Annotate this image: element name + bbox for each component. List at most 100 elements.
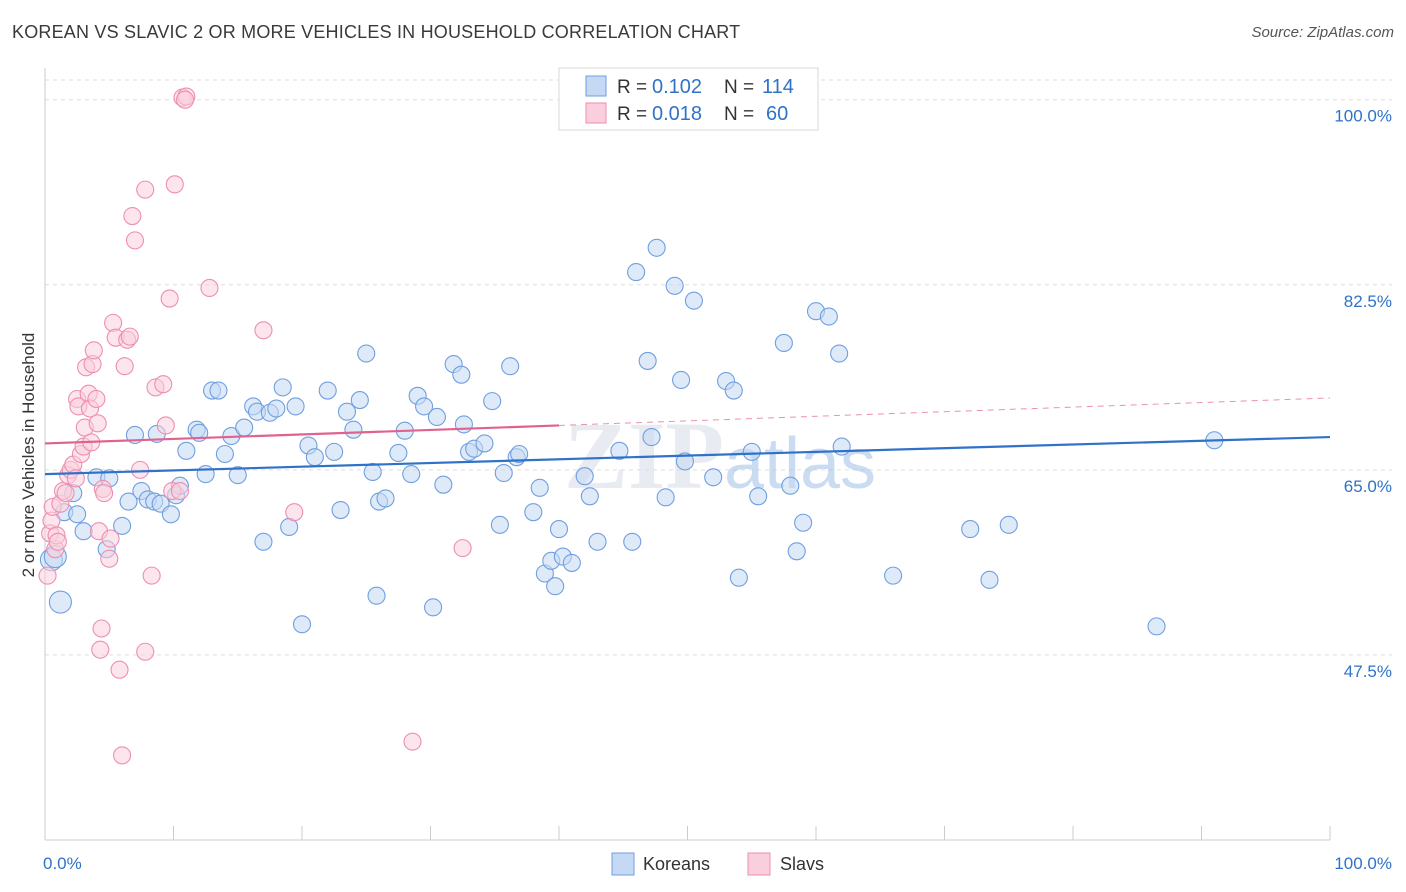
slav-point [453,539,472,558]
x-tick-label: 0.0% [43,854,82,873]
korean-point [729,568,748,587]
korean-point [980,570,999,589]
korean-point [787,542,806,561]
slav-point [120,327,139,346]
slav-point [125,231,144,250]
korean-point [794,513,813,532]
slav-point [254,321,273,340]
korean-point [267,399,286,418]
slav-point [170,481,189,501]
y-tick-label: 47.5% [1344,662,1392,681]
y-tick-label: 65.0% [1344,477,1392,496]
slav-point [91,640,110,659]
korean-point [781,476,800,495]
stats-r-value-slav: 0.018 [652,103,702,125]
korean-point [483,392,502,411]
korean-point [638,351,657,370]
y-tick-label: 82.5% [1344,292,1392,311]
slav-point [403,732,422,751]
korean-point [350,391,369,410]
korean-point [749,487,768,506]
korean-point [588,532,607,551]
trend-layer [44,397,1331,476]
korean-point [254,532,273,551]
watermark: ZIPatlas [564,402,876,509]
korean-point [610,441,629,460]
series-legend: Koreans Slavs [611,852,824,876]
slav-point [38,566,57,585]
stats-legend-swatch-slav [585,102,607,124]
korean-point [286,397,305,416]
korean-point [580,487,599,506]
slav-point [87,389,106,409]
korean-point [337,402,357,421]
korean-point [161,505,180,524]
stats-n-value-korean: 114 [762,76,794,98]
korean-point [367,586,386,605]
korean-point [357,344,376,363]
chart-title: KOREAN VS SLAVIC 2 OR MORE VEHICLES IN H… [12,22,741,42]
korean-point [434,475,453,494]
korean-point [819,307,838,326]
korean-point [363,462,382,482]
korean-point [273,378,292,397]
korean-point [424,598,443,617]
stats-legend-swatch-korean [585,75,607,97]
korean-point [562,553,581,572]
slav-point [136,642,155,661]
korean-point [292,615,312,634]
slav-point [88,414,107,433]
korean-point [647,238,666,257]
korean-point [318,381,337,400]
korean-point [389,443,408,462]
korean-point [119,492,138,511]
korean-point [48,590,72,614]
slav-point [92,619,111,638]
korean-point [524,503,543,522]
korean-point [884,566,903,585]
korean-point [427,407,446,427]
korean-point [832,437,851,456]
korean-point [546,577,565,596]
points-layer [38,87,1224,765]
korean-point [494,463,513,483]
slav-point [285,503,304,522]
slav-point [56,484,75,503]
y-tick-label: 100.0% [1334,107,1392,126]
slav-point [123,207,142,226]
chart-source: Source: ZipAtlas.com [1251,24,1394,41]
korean-point [961,520,980,539]
slav-point [84,341,103,360]
slav-point [176,90,195,109]
legend-label-slavs: Slavs [780,854,824,874]
slav-point [156,416,175,435]
slav-point [104,313,123,332]
legend-label-koreans: Koreans [643,854,710,874]
slav-trend-line-extension [558,397,1331,426]
labels-layer: 47.5% 65.0% 82.5% 100.0% 0.0% 100.0% [43,107,1392,873]
slav-point [200,278,219,298]
korean-point [684,291,703,310]
stats-legend: R = 0.102 N = 114 R = 0.018 N = 60 [558,67,819,131]
stats-n-label-slav: N = [724,104,754,125]
korean-point [113,516,132,535]
korean-point [999,515,1018,534]
korean-point [74,522,93,541]
slav-point [100,549,119,568]
korean-point [742,442,761,461]
korean-trend-line [44,435,1331,476]
korean-point [530,478,549,497]
slav-point [154,375,173,394]
slav-point [142,566,161,585]
slav-point [101,529,120,548]
korean-point [490,515,509,534]
axes-layer [44,68,1331,841]
slav-point [131,460,150,479]
korean-point [228,466,247,485]
korean-point [376,489,395,508]
korean-point [675,452,694,471]
slav-point [95,484,114,503]
slav-point [136,180,155,199]
y-axis-label: 2 or more Vehicles in Household [19,333,38,578]
